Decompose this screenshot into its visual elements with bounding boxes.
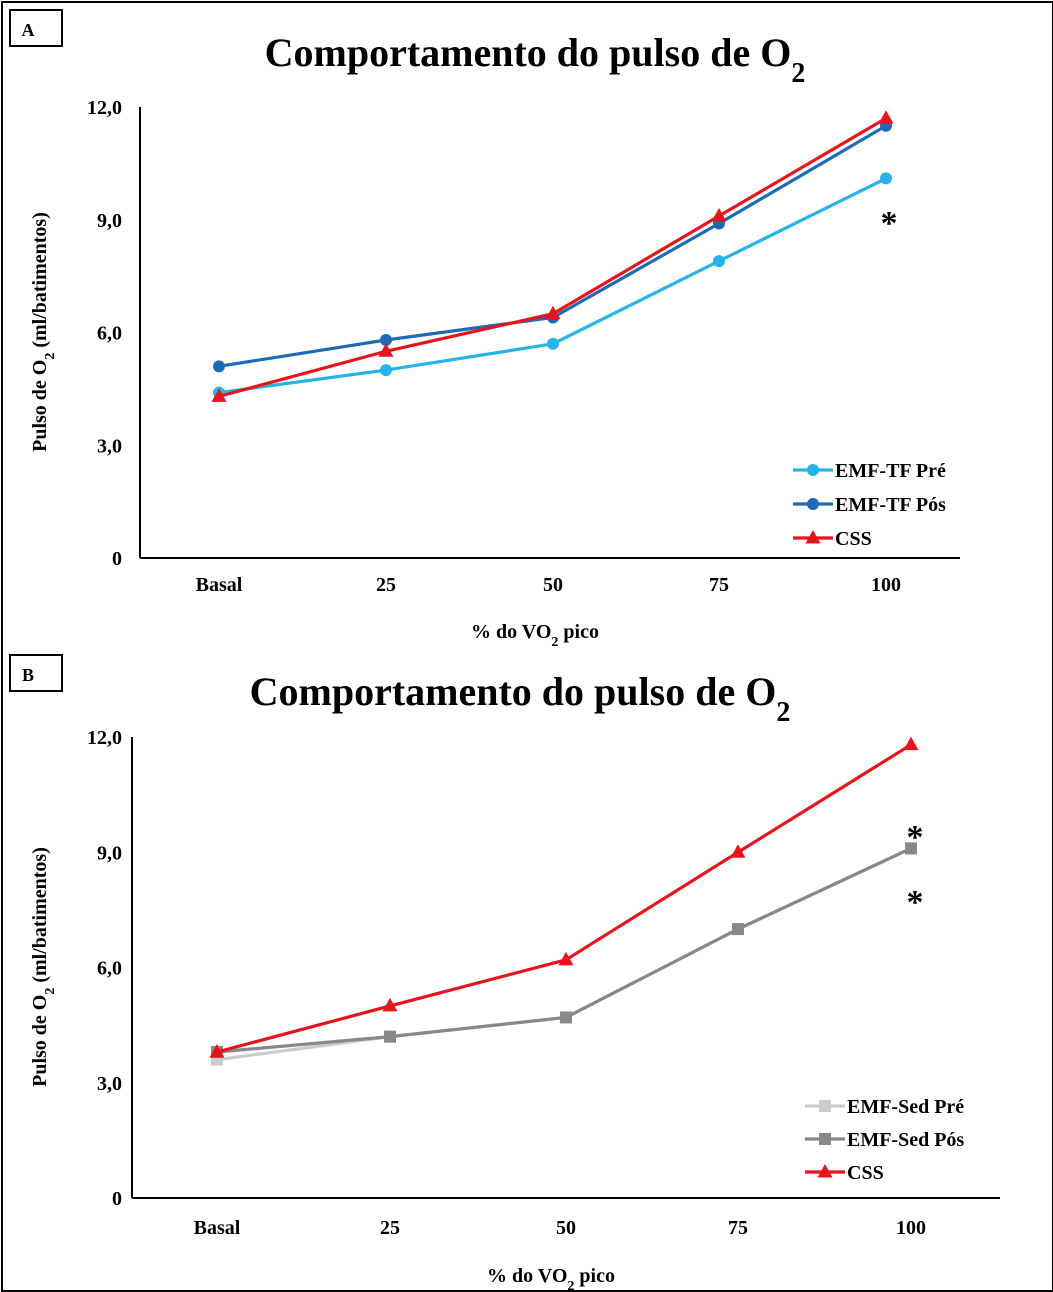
data-point [382, 997, 398, 1012]
panel-label: B [22, 665, 34, 685]
data-point [732, 923, 744, 936]
legend-entry: EMF-Sed Pré [847, 1096, 964, 1118]
x-axis-label: % do VO2 pico [487, 1265, 615, 1291]
significance-asterisk: * [907, 884, 924, 921]
y-tick-label: 3,0 [97, 1073, 122, 1095]
data-point [711, 207, 727, 222]
data-point [713, 255, 725, 268]
data-point [905, 842, 917, 855]
legend-entry: CSS [835, 528, 872, 550]
data-point [378, 343, 394, 357]
y-tick-label: 12,0 [87, 727, 122, 749]
x-tick-label: 75 [728, 1217, 748, 1239]
y-tick-label: 0 [112, 548, 122, 570]
y-tick-label: 6,0 [97, 323, 122, 345]
y-axis-label: Pulso de O2 (ml/batimentos) [29, 212, 58, 452]
legend-marker [819, 1100, 831, 1112]
data-point [730, 844, 746, 858]
legend-entry: EMF-TF Pré [835, 460, 946, 482]
x-tick-label: 100 [871, 574, 901, 596]
data-point [380, 334, 392, 347]
legend-marker [807, 464, 819, 476]
series-emf-tf-p-s [213, 119, 892, 373]
x-tick-label: 50 [543, 574, 563, 596]
x-tick-label: 25 [380, 1217, 400, 1239]
panel-label-box [9, 9, 63, 47]
y-tick-label: 9,0 [97, 210, 122, 232]
data-point [380, 364, 392, 377]
x-tick-label: 75 [709, 574, 729, 596]
x-tick-label: 100 [896, 1217, 926, 1239]
x-tick-label: 25 [376, 574, 396, 596]
legend-marker [817, 1164, 833, 1178]
data-point [880, 172, 892, 185]
data-point [209, 1044, 225, 1058]
legend-marker [805, 530, 821, 544]
data-point [547, 337, 559, 350]
y-tick-label: 12,0 [87, 97, 122, 119]
legend-marker [807, 498, 819, 510]
series-line [216, 846, 912, 1062]
y-tick-label: 3,0 [97, 435, 122, 457]
data-point [384, 1030, 396, 1043]
series-css [211, 110, 894, 402]
legend: EMF-Sed Pré EMF-Sed Pós CSS [805, 1096, 964, 1184]
data-point [878, 110, 894, 124]
chart-title: Comportamento do pulso de O2 [250, 669, 791, 728]
series-emf-sed-pr- [211, 842, 917, 1066]
significance-asterisk: * [907, 819, 924, 856]
data-point [558, 951, 574, 966]
series-css [209, 736, 919, 1058]
series-line [218, 176, 887, 395]
series-line [218, 124, 887, 368]
series-emf-sed-p-s [211, 842, 917, 1059]
legend: EMF-TF Pré EMF-TF Pós CSS [793, 460, 946, 550]
panel-label-box [9, 654, 63, 692]
data-point [903, 736, 919, 751]
x-axis-label: % do VO2 pico [471, 621, 599, 650]
data-point [545, 305, 561, 320]
panel-label: A [22, 20, 35, 40]
x-tick-label: Basal [194, 1217, 241, 1239]
chart-title: Comportamento do pulso de O2 [265, 30, 806, 89]
significance-asterisk: * [881, 205, 898, 242]
data-point [560, 1011, 572, 1024]
series-emf-tf-pr- [213, 172, 892, 399]
data-point [213, 360, 225, 373]
y-axis-label: Pulso de O2 (ml/batimentos) [29, 847, 58, 1087]
series-line [218, 116, 887, 398]
y-tick-label: 6,0 [97, 958, 122, 980]
y-tick-label: 0 [112, 1188, 122, 1210]
chart-a: A Comportamento do pulso de O2 0 3,0 6,0 9,0 1… [9, 9, 960, 650]
data-point [211, 388, 227, 402]
x-tick-label: 50 [556, 1217, 576, 1239]
legend-marker [819, 1133, 831, 1145]
legend-entry: CSS [847, 1162, 884, 1184]
legend-entry: EMF-TF Pós [835, 494, 946, 516]
x-tick-label: Basal [196, 574, 243, 596]
legend-entry: EMF-Sed Pós [847, 1129, 964, 1151]
y-tick-label: 9,0 [97, 842, 122, 864]
chart-b: B Comportamento do pulso de O2 0 3,0 6,0 9,0 1… [9, 654, 1000, 1291]
